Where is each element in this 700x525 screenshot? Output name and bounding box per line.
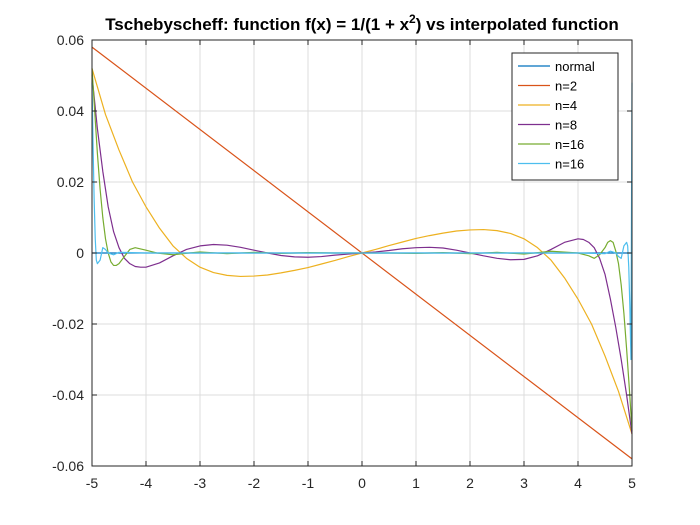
y-tick-label: 0.06 [57,32,84,48]
legend-entry: normal [555,59,595,74]
legend-entry: n=8 [555,118,577,133]
chart-title-suffix: ) vs interpolated function [416,15,619,34]
y-tick-label: -0.02 [52,316,84,332]
legend-entry: n=16 [555,157,584,172]
x-tick-label: -4 [140,475,153,491]
legend-entry: n=4 [555,98,577,113]
series-line-6 [91,82,633,361]
y-tick-label: 0 [76,245,84,261]
x-tick-label: 2 [466,475,474,491]
y-tick-label: -0.04 [52,387,84,403]
legend: normal n=2 n=4 n=8 n=16 n=16 [511,52,619,181]
y-tick-label: -0.06 [52,458,84,474]
legend-entry: n=16 [555,137,584,152]
x-tick-label: 5 [628,475,636,491]
x-tick-label: 4 [574,475,582,491]
x-tick-label: 1 [412,475,420,491]
chart-title-prefix: Tschebyscheff: function f(x) = 1/(1 + x [105,15,409,34]
x-tick-label: -3 [194,475,207,491]
x-tick-label: 0 [358,475,366,491]
legend-box [511,52,619,181]
chart-title-superscript: 2 [409,12,416,26]
x-tick-label: 3 [520,475,528,491]
legend-entry: n=2 [555,79,577,94]
axis-ticks: -5 -4 -3 -2 -1 0 1 2 3 4 5 -0.06 -0.04 -0.02 0 0.02 0.04… [52,32,636,491]
y-tick-label: 0.04 [57,103,84,119]
series-group [91,46,633,460]
x-tick-label: -1 [302,475,315,491]
y-tick-label: 0.02 [57,174,84,190]
x-tick-label: -5 [86,475,99,491]
chart-title: Tschebyscheff: function f(x) = 1/(1 + x2… [105,12,619,34]
x-tick-label: -2 [248,475,261,491]
